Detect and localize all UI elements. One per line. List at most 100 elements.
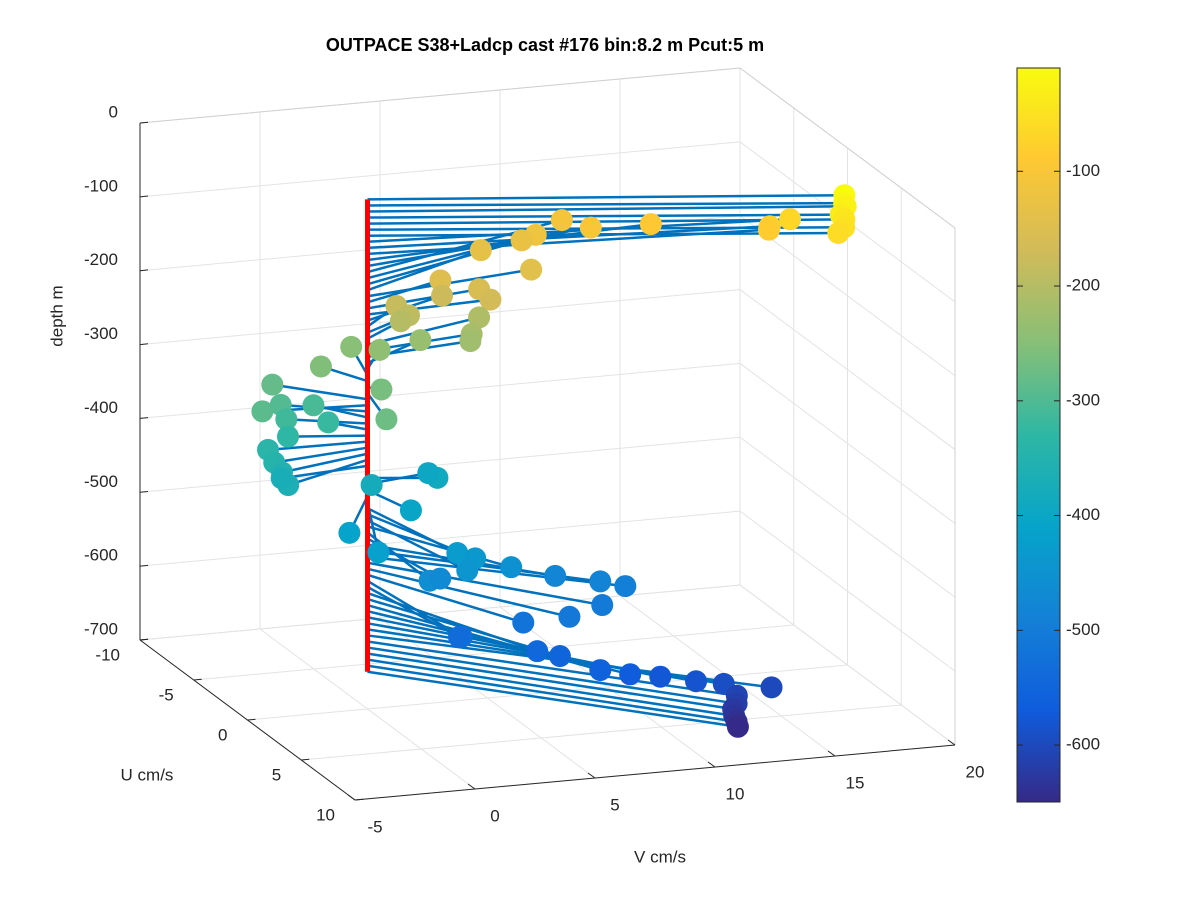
velocity-stick	[367, 525, 512, 569]
colorbar-tick-label: -300	[1066, 390, 1100, 409]
velocity-stick	[367, 573, 524, 624]
z-tick-label: -100	[84, 176, 118, 195]
z-tick	[139, 121, 149, 124]
velocity-point	[479, 288, 502, 311]
velocity-stick	[367, 249, 482, 292]
velocity-stick	[267, 440, 368, 452]
velocity-stick	[367, 228, 770, 256]
velocity-point	[409, 329, 432, 352]
velocity-point	[579, 216, 602, 239]
velocity-point	[389, 310, 412, 333]
velocity-stick	[367, 646, 737, 705]
velocity-point	[779, 208, 802, 231]
z-tick-label: -300	[84, 324, 118, 343]
velocity-point	[340, 335, 363, 358]
z-tick	[139, 490, 149, 493]
grid-line	[739, 510, 956, 672]
z-tick-label: -500	[84, 472, 118, 491]
velocity-point	[447, 626, 470, 649]
velocity-point	[649, 665, 672, 688]
velocity-stick	[367, 279, 441, 304]
velocity-point	[469, 239, 492, 262]
z-tick-label: -700	[84, 619, 118, 638]
v-tick-label: 10	[726, 784, 745, 803]
velocity-point	[375, 408, 398, 431]
u-tick	[301, 758, 310, 761]
velocity-stick	[281, 452, 368, 474]
velocity-point	[512, 611, 535, 634]
grid-line	[739, 436, 956, 598]
velocity-point	[270, 467, 293, 490]
velocity-stick	[367, 201, 845, 207]
u-tick	[139, 638, 149, 641]
grid-line	[139, 436, 741, 493]
velocity-stick	[367, 193, 845, 201]
velocity-point	[317, 411, 340, 434]
v-tick	[947, 739, 956, 746]
v-tick	[827, 750, 836, 757]
grid-line	[139, 141, 741, 198]
colorbar	[1016, 67, 1061, 803]
v-tick	[467, 783, 476, 790]
z-tick	[139, 195, 149, 198]
velocity-stick	[281, 464, 368, 480]
grid-line	[139, 510, 741, 567]
z-tick-label: -600	[84, 546, 118, 565]
colorbar-tick-label: -200	[1066, 276, 1100, 295]
z-tick	[139, 269, 149, 272]
velocity-stick	[367, 224, 770, 250]
velocity-point	[276, 425, 299, 448]
velocity-point	[417, 462, 440, 485]
v-axis	[354, 744, 956, 801]
velocity-stick	[367, 664, 737, 723]
v-tick-label: -5	[367, 817, 382, 836]
velocity-point	[275, 408, 298, 431]
v-tick-label: 5	[610, 795, 619, 814]
v-tick-label: 20	[966, 762, 985, 781]
grid-line	[139, 289, 741, 346]
colorbar-tick-label: -400	[1066, 505, 1100, 524]
velocity-stick	[367, 555, 626, 588]
grid-line	[739, 363, 956, 524]
u-tick-label: -10	[95, 645, 120, 664]
velocity-point	[619, 663, 642, 686]
u-tick-label: 0	[218, 725, 227, 744]
velocity-stick	[272, 383, 368, 401]
z-tick	[139, 564, 149, 567]
velocity-point	[589, 659, 612, 682]
box-edge	[739, 67, 956, 229]
velocity-point	[251, 400, 274, 423]
velocity-stick	[367, 233, 537, 280]
velocity-stick	[367, 658, 735, 718]
z-tick-label: 0	[109, 102, 118, 121]
v-tick-label: 15	[846, 773, 865, 792]
grid-line	[139, 362, 741, 419]
u-tick	[193, 678, 202, 681]
u-tick-label: 10	[316, 805, 335, 824]
grid-line	[301, 704, 902, 761]
grid-line	[139, 584, 741, 641]
velocity-point	[591, 594, 614, 617]
velocity-point	[757, 218, 780, 241]
grid-line	[739, 215, 956, 377]
velocity-point	[548, 645, 571, 668]
z-tick	[139, 417, 149, 419]
v-tick-label: 0	[490, 806, 499, 825]
velocity-stick	[367, 652, 734, 711]
velocity-point	[510, 229, 533, 252]
grid-line	[739, 584, 956, 746]
velocity-point	[760, 676, 783, 699]
z-axis-label: depth m	[47, 285, 66, 346]
grid-line	[739, 289, 956, 450]
velocity-point	[399, 499, 422, 522]
v-tick	[347, 794, 356, 801]
velocity-point	[726, 715, 749, 738]
velocity-point	[520, 258, 543, 281]
z-tick-label: -200	[84, 250, 118, 269]
u-tick	[247, 718, 256, 721]
velocity-point	[468, 306, 491, 329]
velocity-point	[446, 542, 469, 565]
v-tick	[587, 772, 596, 779]
velocity-point	[550, 209, 573, 232]
velocity-stick	[274, 446, 368, 464]
